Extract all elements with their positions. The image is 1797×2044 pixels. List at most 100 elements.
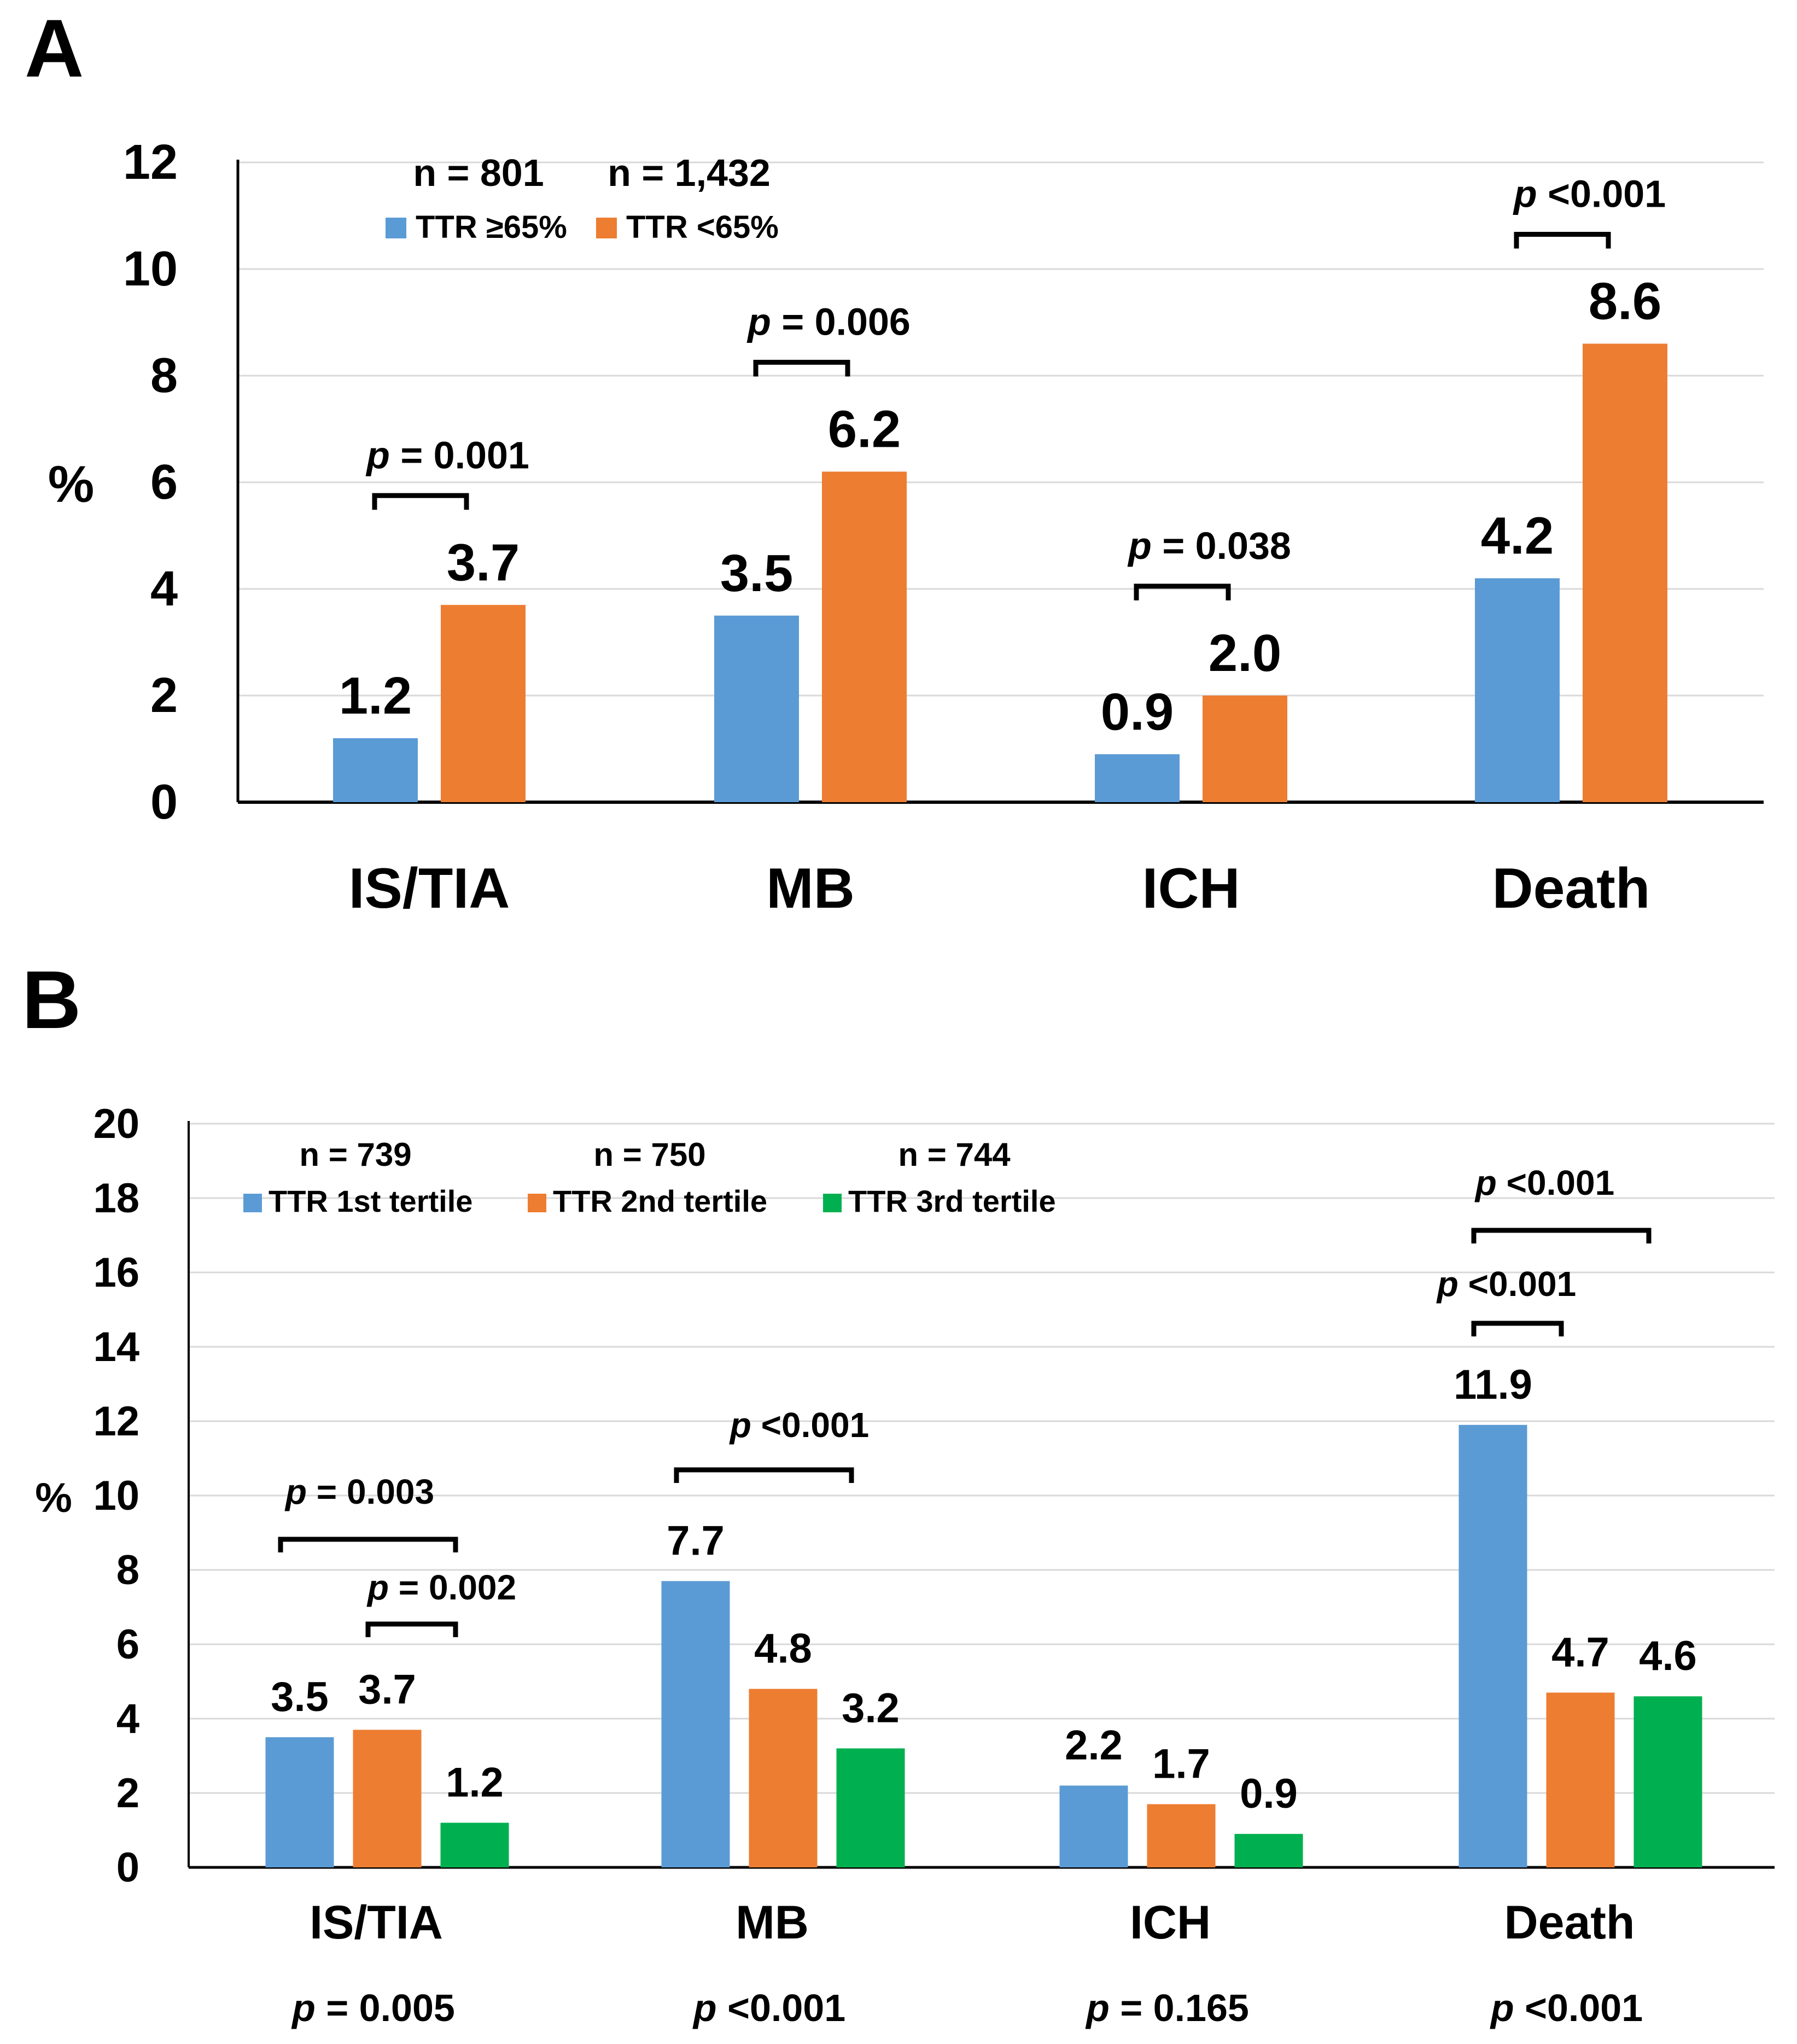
legend-swatch xyxy=(596,218,617,238)
p-value-label-value: <0.001 xyxy=(1537,173,1666,215)
y-tick-label: 6 xyxy=(116,1621,139,1668)
p-value-label: p = 0.038 xyxy=(1127,524,1291,567)
overall-p-value-label: p <0.001 xyxy=(1490,1987,1643,2029)
overall-p-value-label: p = 0.165 xyxy=(1085,1987,1249,2029)
bar xyxy=(353,1730,422,1867)
p-value-label-value: <0.001 xyxy=(1497,1163,1614,1202)
significance-bracket xyxy=(372,493,469,510)
legend-n-label: n = 750 xyxy=(593,1136,705,1173)
chart-panel-a: 0 2 4 6 8 10 12% n = 801 TTR ≥65% n = 1,432 TTR <6… xyxy=(48,135,1764,920)
value-label: 8.6 xyxy=(1589,272,1661,331)
y-tick-label: 14 xyxy=(93,1324,139,1370)
category-label: ICH xyxy=(1142,857,1240,920)
value-label: 2.0 xyxy=(1209,624,1281,682)
y-tick-label: 4 xyxy=(150,562,178,616)
legend-label: TTR ≥65% xyxy=(416,209,567,245)
category-label: IS/TIA xyxy=(310,1896,443,1949)
p-value-label-letter: p xyxy=(365,434,390,476)
y-tick-label: 6 xyxy=(150,455,178,510)
p-value-label-letter: p xyxy=(1513,173,1537,215)
legend-label: TTR 3rd tertile xyxy=(848,1184,1056,1218)
y-axis-label: % xyxy=(48,455,94,513)
p-value-label-value: = 0.003 xyxy=(307,1472,434,1511)
bar xyxy=(661,1581,730,1867)
value-label: 6.2 xyxy=(828,400,901,459)
p-value-label: p <0.001 xyxy=(1436,1264,1576,1304)
p-value-label-value: = 0.002 xyxy=(389,1568,516,1607)
category-label: IS/TIA xyxy=(349,857,510,920)
y-tick-label: 0 xyxy=(150,775,178,830)
overall-p-value-label-value: <0.001 xyxy=(1514,1987,1643,2029)
p-value-label-letter: p xyxy=(1127,524,1152,567)
category-label: ICH xyxy=(1130,1896,1211,1949)
value-label: 11.9 xyxy=(1454,1362,1532,1408)
bar xyxy=(1234,1833,1303,1867)
y-tick-label: 8 xyxy=(150,348,178,403)
significance-bracket xyxy=(365,1621,458,1637)
overall-p-value-label: p = 0.005 xyxy=(291,1987,455,2029)
significance-bracket xyxy=(753,360,850,377)
overall-p-value-label-letter: p xyxy=(1490,1987,1514,2029)
value-label: 0.9 xyxy=(1240,1771,1298,1817)
value-label: 3.5 xyxy=(271,1674,329,1720)
p-value-label-value: = 0.001 xyxy=(390,434,529,476)
p-value-label: p <0.001 xyxy=(729,1405,869,1445)
bar xyxy=(1633,1696,1702,1867)
value-label: 4.8 xyxy=(754,1626,812,1672)
value-label: 0.9 xyxy=(1101,682,1174,741)
bar xyxy=(333,738,418,802)
p-value-label-value: = 0.038 xyxy=(1152,524,1291,567)
panel-a-letter: A xyxy=(25,2,84,94)
bar xyxy=(441,605,526,802)
bar xyxy=(1147,1804,1216,1867)
bar xyxy=(1095,754,1180,802)
y-tick-label: 2 xyxy=(150,668,178,723)
legend-n-label: n = 1,432 xyxy=(608,151,771,194)
p-value-label: p <0.001 xyxy=(1474,1163,1614,1202)
p-value-label-letter: p xyxy=(729,1405,751,1445)
p-value-label: p = 0.001 xyxy=(365,434,529,476)
y-axis-label: % xyxy=(35,1475,72,1521)
overall-p-value-label-letter: p xyxy=(692,1987,717,2029)
bar xyxy=(1475,578,1560,802)
value-label: 3.7 xyxy=(447,533,520,592)
category-label: Death xyxy=(1504,1896,1635,1949)
p-value-label-value: <0.001 xyxy=(751,1405,869,1445)
overall-p-value-label-value: = 0.165 xyxy=(1110,1987,1249,2029)
chart-panel-b: 0 2 4 6 8 10 12 14 16 18 20% n = 739 TTR 1st tertile… xyxy=(35,1101,1775,2029)
p-value-label-letter: p xyxy=(284,1472,307,1511)
y-tick-label: 12 xyxy=(123,135,178,190)
y-tick-label: 4 xyxy=(116,1696,139,1742)
y-tick-label: 20 xyxy=(93,1101,139,1147)
p-value-label-letter: p xyxy=(366,1568,389,1607)
legend-swatch xyxy=(823,1194,842,1212)
value-label: 1.2 xyxy=(446,1759,504,1806)
p-value-label: p = 0.002 xyxy=(366,1568,516,1607)
value-label: 3.7 xyxy=(358,1666,416,1713)
bar xyxy=(265,1737,334,1867)
value-label: 3.2 xyxy=(842,1685,900,1731)
bar xyxy=(749,1689,818,1867)
bar xyxy=(440,1823,509,1867)
overall-p-value-label-value: = 0.005 xyxy=(316,1987,455,2029)
value-label: 4.2 xyxy=(1481,507,1554,565)
category-label: MB xyxy=(766,857,855,920)
bar xyxy=(1583,343,1667,802)
bar xyxy=(822,471,907,802)
legend-label: TTR 1st tertile xyxy=(269,1184,472,1218)
p-value-label-letter: p xyxy=(1474,1163,1497,1202)
overall-p-value-label: p <0.001 xyxy=(692,1987,845,2029)
value-label: 4.6 xyxy=(1639,1633,1697,1679)
legend-n-label: n = 744 xyxy=(898,1136,1011,1173)
legend-n-label: n = 739 xyxy=(299,1136,411,1173)
significance-bracket xyxy=(674,1467,854,1483)
p-value-label: p <0.001 xyxy=(1513,173,1666,215)
overall-p-value-label-letter: p xyxy=(1085,1987,1110,2029)
p-value-label: p = 0.006 xyxy=(746,301,911,343)
panel-b-letter: B xyxy=(22,954,81,1046)
overall-p-value-label-value: <0.001 xyxy=(717,1987,846,2029)
p-value-label-letter: p xyxy=(746,301,771,343)
bar xyxy=(1203,696,1287,802)
legend-n-label: n = 801 xyxy=(413,151,544,194)
